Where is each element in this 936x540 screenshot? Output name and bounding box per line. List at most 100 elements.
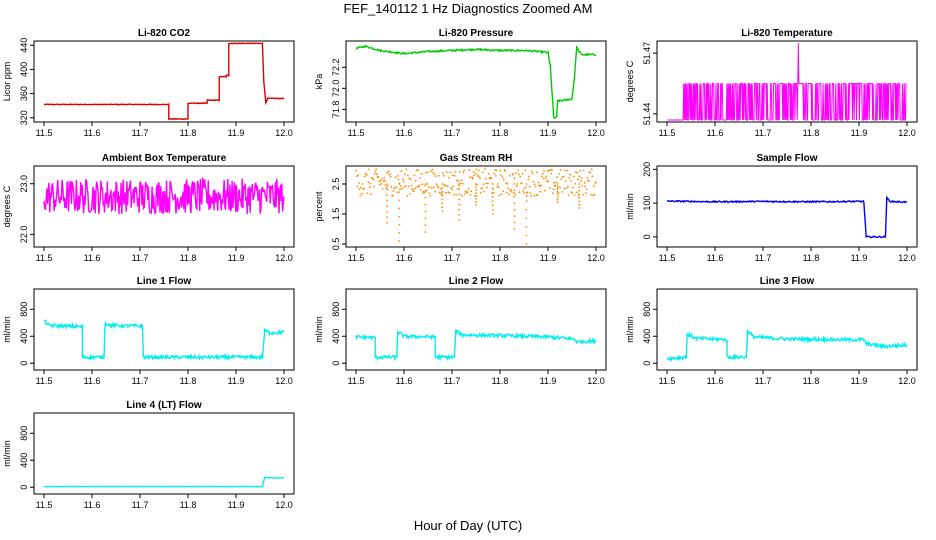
- data-point: [391, 194, 394, 197]
- data-point: [586, 176, 589, 179]
- x-tick-label: 11.5: [348, 128, 365, 138]
- data-point: [398, 223, 401, 226]
- data-point: [556, 188, 559, 191]
- data-point: [426, 183, 429, 185]
- data-point: [386, 188, 389, 191]
- data-point: [502, 190, 504, 193]
- data-point: [595, 181, 597, 184]
- data-point: [584, 185, 587, 188]
- data-point: [572, 175, 575, 178]
- series-line: [666, 329, 908, 363]
- data-point: [383, 179, 386, 182]
- x-tick-label: 11.8: [492, 128, 509, 138]
- data-point: [359, 194, 362, 197]
- data-point: [582, 193, 584, 196]
- data-point: [447, 191, 450, 194]
- data-point: [441, 194, 444, 197]
- data-point: [518, 191, 521, 194]
- data-point: [430, 186, 433, 189]
- data-point: [479, 177, 481, 180]
- data-point: [533, 195, 535, 197]
- data-point: [522, 190, 525, 192]
- data-point: [453, 174, 456, 177]
- data-point: [512, 192, 515, 194]
- panel-2: Li-820 Pressure 11.5 11.6 11.7 11.8 11.9 12.0 7…: [314, 28, 607, 138]
- data-point: [565, 187, 568, 190]
- data-point: [409, 193, 411, 195]
- x-tick-label: 11.6: [84, 500, 101, 510]
- panel-9: Line 3 Flow 11.5 11.6 11.7 11.8 11.9 12.0 0 400 8…: [625, 276, 918, 386]
- data-point: [458, 214, 460, 216]
- data-point: [401, 187, 403, 190]
- x-tick-label: 11.5: [348, 376, 365, 386]
- x-tick-label: 11.7: [132, 500, 149, 510]
- data-point: [494, 175, 497, 177]
- data-point: [416, 185, 419, 188]
- y-tick-label: 22.0: [19, 226, 29, 244]
- data-point: [581, 185, 584, 187]
- data-point: [398, 207, 400, 210]
- data-point: [414, 187, 416, 190]
- x-tick-label: 11.8: [180, 253, 197, 263]
- data-point: [523, 187, 526, 190]
- panel-5: Gas Stream RH 11.5 11.6 11.7 11.8 11.9 12.0 0.5…: [314, 153, 607, 263]
- data-point: [544, 177, 547, 180]
- data-point: [492, 208, 494, 211]
- x-tick-label: 11.5: [36, 376, 53, 386]
- x-tick-label: 11.8: [492, 376, 509, 386]
- data-point: [471, 177, 474, 180]
- y-tick-label: 71.8: [331, 101, 341, 119]
- data-point: [538, 185, 541, 188]
- y-axis-label: ml/min: [314, 316, 324, 343]
- data-layer: [43, 319, 285, 362]
- data-point: [427, 186, 430, 189]
- data-point: [405, 168, 408, 171]
- data-point: [448, 177, 450, 179]
- data-point: [380, 183, 383, 185]
- data-point: [592, 194, 594, 197]
- y-axis-label: percent: [314, 191, 324, 222]
- data-point: [442, 172, 445, 175]
- data-point: [533, 183, 536, 186]
- data-point: [355, 175, 358, 178]
- data-point: [439, 192, 442, 195]
- data-point: [513, 228, 516, 230]
- data-point: [578, 190, 580, 192]
- data-point: [505, 182, 507, 184]
- data-point: [546, 169, 549, 172]
- x-tick-label: 11.9: [540, 376, 557, 386]
- data-point: [506, 183, 509, 185]
- x-tick-label: 11.7: [132, 253, 149, 263]
- data-point: [463, 169, 465, 172]
- data-point: [420, 189, 422, 191]
- y-tick-label: 0: [642, 361, 652, 366]
- x-tick-label: 11.5: [36, 128, 53, 138]
- data-point: [560, 178, 563, 181]
- data-point: [525, 226, 528, 228]
- data-point: [549, 187, 551, 189]
- data-layer: [355, 329, 597, 362]
- data-point: [385, 187, 388, 190]
- data-point: [483, 190, 486, 193]
- data-point: [505, 191, 508, 194]
- data-point: [400, 170, 403, 173]
- y-tick-label: 72.0: [331, 80, 341, 98]
- data-point: [441, 210, 444, 212]
- data-point: [517, 169, 520, 171]
- data-point: [368, 168, 370, 171]
- x-tick-label: 11.5: [659, 376, 676, 386]
- data-point: [574, 183, 576, 185]
- data-point: [386, 185, 389, 187]
- data-point: [441, 202, 444, 205]
- data-point: [456, 179, 458, 182]
- data-point: [441, 183, 444, 185]
- data-point: [513, 189, 516, 192]
- data-point: [582, 169, 585, 172]
- data-layer: [667, 195, 908, 239]
- data-point: [422, 192, 424, 194]
- data-point: [487, 182, 489, 185]
- data-point: [378, 184, 381, 186]
- data-point: [417, 169, 419, 172]
- data-point: [474, 172, 477, 175]
- data-point: [525, 186, 527, 188]
